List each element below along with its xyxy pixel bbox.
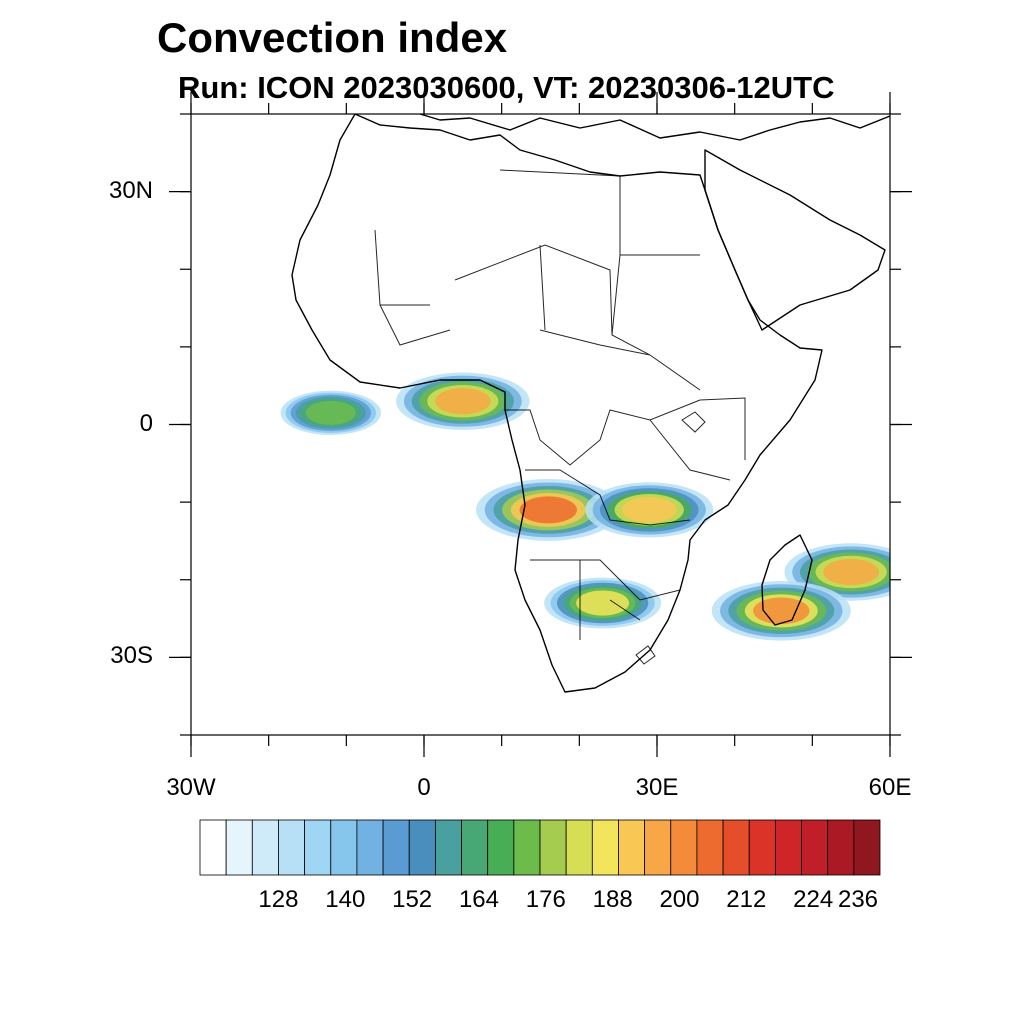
convection-contour xyxy=(753,597,810,625)
convection-contour xyxy=(576,590,630,616)
colorbar-swatch xyxy=(853,819,881,876)
madagascar-coastline xyxy=(761,534,813,626)
lon-tick-label: 0 xyxy=(417,774,431,801)
colorbar-swatch xyxy=(408,819,436,876)
convection-contour xyxy=(519,496,577,524)
lake-victoria xyxy=(681,411,706,433)
arabia-coastline xyxy=(704,149,886,331)
lat-tick-label: 0 xyxy=(139,409,153,437)
colorbar-tick-label: 188 xyxy=(592,886,633,913)
convection-cell-angola-core xyxy=(476,478,621,541)
colorbar-swatch xyxy=(487,819,515,876)
colorbar-swatch xyxy=(644,819,672,876)
colorbar-swatch xyxy=(251,819,279,876)
colorbar-tick-label: 224 xyxy=(793,886,834,913)
lon-tick-label: 30W xyxy=(166,774,216,801)
convection-contour xyxy=(435,388,491,415)
colorbar-swatch xyxy=(670,819,698,876)
convection-cell-madagascar-south xyxy=(711,581,851,641)
lon-tick-label: 30E xyxy=(635,774,679,801)
convection-contour xyxy=(305,400,356,425)
colorbar-swatch xyxy=(618,819,646,876)
colorbar-swatch xyxy=(199,819,227,876)
lesotho-border xyxy=(635,645,656,665)
convection-cell-gulf-of-guinea xyxy=(396,372,530,430)
colorbar-tick-label: 176 xyxy=(525,886,566,913)
colorbar-tick-label: 200 xyxy=(659,886,700,913)
colorbar-swatch xyxy=(591,819,619,876)
colorbar-tick-label: 140 xyxy=(325,886,366,913)
border-lines xyxy=(374,169,746,640)
colorbar-swatch xyxy=(225,819,253,876)
lon-tick-label: 60E xyxy=(868,774,912,801)
lat-tick-label: 30S xyxy=(110,642,153,670)
europe-coastline xyxy=(419,114,890,141)
colorbar-swatch xyxy=(722,819,750,876)
colorbar-swatch xyxy=(278,819,306,876)
colorbar-swatch xyxy=(461,819,489,876)
colorbar-swatch xyxy=(304,819,332,876)
lat-tick-label: 30N xyxy=(108,176,153,204)
convection-cell-botswana-cell xyxy=(544,577,662,629)
colorbar-tick-label: 164 xyxy=(458,886,499,913)
colorbar-swatch xyxy=(565,819,593,876)
axis-ticks xyxy=(169,92,912,757)
convection-contour xyxy=(823,558,879,586)
map-title: Convection index xyxy=(157,14,508,61)
colorbar-tick-label: 212 xyxy=(726,886,767,913)
colorbar-tick-label: 152 xyxy=(392,886,433,913)
colorbar-swatch xyxy=(827,819,855,876)
convection-cell-zambia-band xyxy=(585,482,714,538)
convection-field xyxy=(280,372,890,641)
colorbar-swatch xyxy=(801,819,829,876)
colorbar xyxy=(199,819,881,876)
colorbar-swatch xyxy=(330,819,358,876)
colorbar-swatch xyxy=(356,819,384,876)
colorbar-swatch xyxy=(434,819,462,876)
colorbar-swatch xyxy=(748,819,776,876)
colorbar-swatch xyxy=(774,819,802,876)
colorbar-swatch xyxy=(539,819,567,876)
map-subtitle: Run: ICON 2023030600, VT: 20230306-12UTC xyxy=(178,70,835,105)
colorbar-swatch xyxy=(513,819,541,876)
country-borders xyxy=(374,169,746,665)
colorbar-tick-label: 236 xyxy=(837,886,879,913)
colorbar-swatch xyxy=(382,819,410,876)
convection-contour xyxy=(621,496,677,523)
colorbar-swatch xyxy=(696,819,724,876)
convection-cell-equatorial-atlantic-band xyxy=(280,390,382,435)
colorbar-tick-label: 128 xyxy=(258,886,299,913)
